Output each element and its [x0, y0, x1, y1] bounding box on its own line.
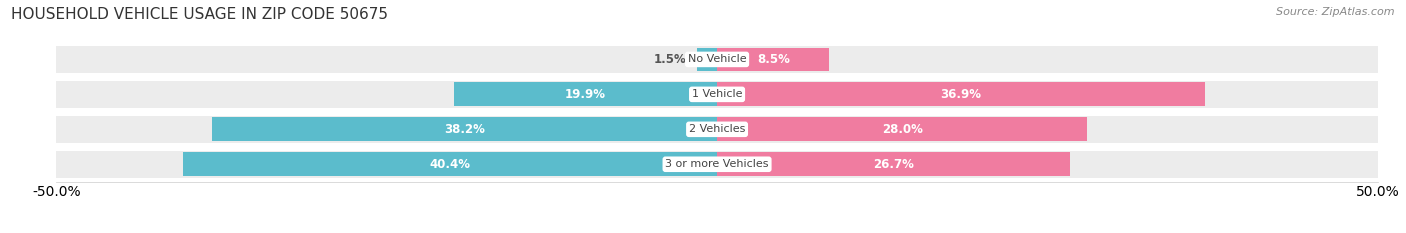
Text: 2 Vehicles: 2 Vehicles — [689, 124, 745, 134]
Text: 8.5%: 8.5% — [756, 53, 790, 66]
Bar — [212, 117, 717, 141]
Bar — [56, 151, 1378, 178]
Bar — [717, 82, 1205, 106]
Bar — [717, 117, 1087, 141]
Text: 3 or more Vehicles: 3 or more Vehicles — [665, 159, 769, 169]
Bar — [183, 152, 717, 176]
Text: 38.2%: 38.2% — [444, 123, 485, 136]
Bar — [56, 116, 1378, 143]
Text: 40.4%: 40.4% — [430, 158, 471, 171]
Text: HOUSEHOLD VEHICLE USAGE IN ZIP CODE 50675: HOUSEHOLD VEHICLE USAGE IN ZIP CODE 5067… — [11, 7, 388, 22]
Bar — [697, 48, 717, 71]
Text: 1 Vehicle: 1 Vehicle — [692, 89, 742, 99]
Bar — [717, 152, 1070, 176]
Bar — [454, 82, 717, 106]
Text: 26.7%: 26.7% — [873, 158, 914, 171]
Bar — [56, 46, 1378, 73]
Text: 28.0%: 28.0% — [882, 123, 922, 136]
Bar — [56, 81, 1378, 108]
Text: 1.5%: 1.5% — [654, 53, 686, 66]
Bar — [717, 48, 830, 71]
Text: 19.9%: 19.9% — [565, 88, 606, 101]
Legend: Owner-occupied, Renter-occupied: Owner-occupied, Renter-occupied — [591, 230, 844, 233]
Text: No Vehicle: No Vehicle — [688, 55, 747, 64]
Text: 36.9%: 36.9% — [941, 88, 981, 101]
Text: Source: ZipAtlas.com: Source: ZipAtlas.com — [1277, 7, 1395, 17]
